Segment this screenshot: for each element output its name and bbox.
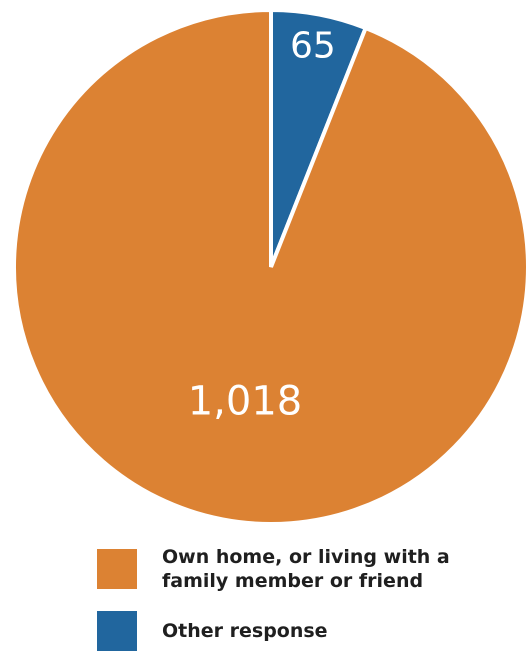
pie-label-other-response: 65 <box>290 25 336 66</box>
legend-item-own-home: Own home, or living with a family member… <box>97 545 492 593</box>
legend: Own home, or living with a family member… <box>97 545 492 669</box>
legend-label-own-home: Own home, or living with a family member… <box>162 546 450 592</box>
legend-swatch-other-response <box>97 611 137 651</box>
legend-item-other-response: Other response <box>97 611 492 651</box>
legend-swatch-own-home <box>97 549 137 589</box>
pie-slice-own-home-or-living-with-a-family-member-or-friend <box>12 7 527 526</box>
pie-label-own-home-or-living-with-a-family-member-or-friend: 1,018 <box>188 378 303 424</box>
legend-label-other-response: Other response <box>162 620 328 642</box>
pie-chart: 65 1,018 <box>12 7 527 526</box>
